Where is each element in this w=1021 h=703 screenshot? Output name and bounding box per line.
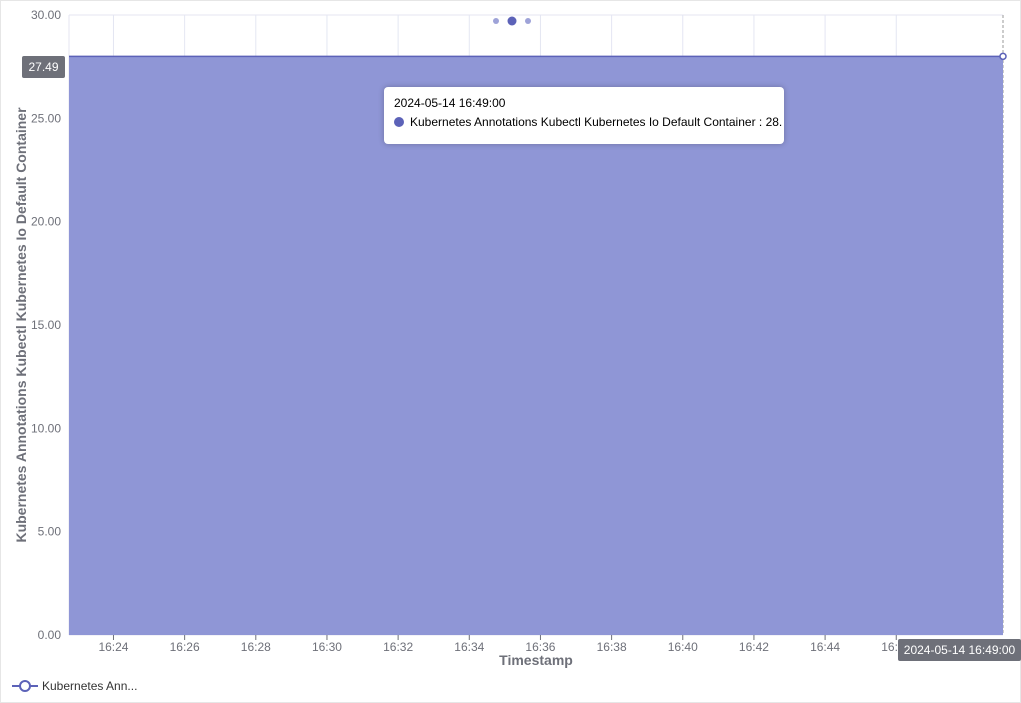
- x-pointer-label: 2024-05-14 16:49:00: [904, 643, 1016, 657]
- y-axis-title: Kubernetes Annotations Kubectl Kubernete…: [13, 107, 29, 543]
- y-tick-label: 5.00: [38, 525, 62, 539]
- x-tick-label: 16:42: [739, 640, 769, 654]
- series-point[interactable]: [999, 52, 1007, 61]
- tooltip: 2024-05-14 16:49:00 Kubernetes Annotatio…: [384, 87, 784, 144]
- legend-label: Kubernetes Ann...: [42, 679, 138, 693]
- x-tick-label: 16:34: [454, 640, 484, 654]
- x-axis-title: Timestamp: [499, 652, 573, 668]
- x-tick-label: 16:26: [170, 640, 200, 654]
- pager-dot[interactable]: [525, 18, 531, 24]
- x-axis-ticks: 16:24 16:26 16:28 16:30 16:32 16:34 16:36 16:38…: [98, 635, 912, 654]
- x-tick-label: 16:36: [525, 640, 555, 654]
- y-tick-label: 10.00: [31, 421, 61, 435]
- y-tick-label: 20.00: [31, 215, 61, 229]
- x-tick-label: 16:40: [668, 640, 698, 654]
- legend-item[interactable]: Kubernetes Ann...: [12, 676, 137, 696]
- x-pointer-label-bg: [898, 639, 1021, 661]
- legend-line-circle-icon: [12, 680, 38, 692]
- pager-dots: [493, 16, 531, 26]
- tooltip-series-row: Kubernetes Annotations Kubectl Kubernete…: [394, 114, 782, 130]
- tooltip-series-name: Kubernetes Annotations Kubectl Kubernete…: [410, 115, 756, 129]
- y-tick-label: 0.00: [38, 628, 62, 642]
- tooltip-separator: :: [755, 115, 766, 129]
- x-tick-label: 16:24: [98, 640, 128, 654]
- x-tick-label: 16:30: [312, 640, 342, 654]
- x-tick-label: 16:32: [383, 640, 413, 654]
- axis-pointer: 27.49 2024-05-14 16:49:00: [22, 56, 1021, 661]
- pager-dot[interactable]: [493, 18, 499, 24]
- y-pointer-label-bg: [22, 56, 65, 78]
- y-pointer-label: 27.49: [28, 60, 58, 74]
- series-pager[interactable]: [490, 14, 534, 26]
- tooltip-series-marker-icon: [394, 117, 404, 127]
- y-tick-label: 15.00: [31, 318, 61, 332]
- series-area: [69, 52, 1007, 636]
- pager-dot[interactable]: [507, 16, 517, 26]
- x-tick-label: 16:44: [810, 640, 840, 654]
- series-area-fill: [69, 56, 1003, 636]
- y-tick-label: 25.00: [31, 111, 61, 125]
- y-tick-label: 30.00: [31, 8, 61, 22]
- x-tick-label: 16:38: [597, 640, 627, 654]
- tooltip-series-value: 28.: [765, 115, 783, 129]
- y-axis-ticks: 0.00 5.00 10.00 15.00 20.00 25.00 30.00: [31, 8, 61, 642]
- x-tick-label: 16:28: [241, 640, 271, 654]
- tooltip-timestamp: 2024-05-14 16:49:00: [394, 96, 506, 110]
